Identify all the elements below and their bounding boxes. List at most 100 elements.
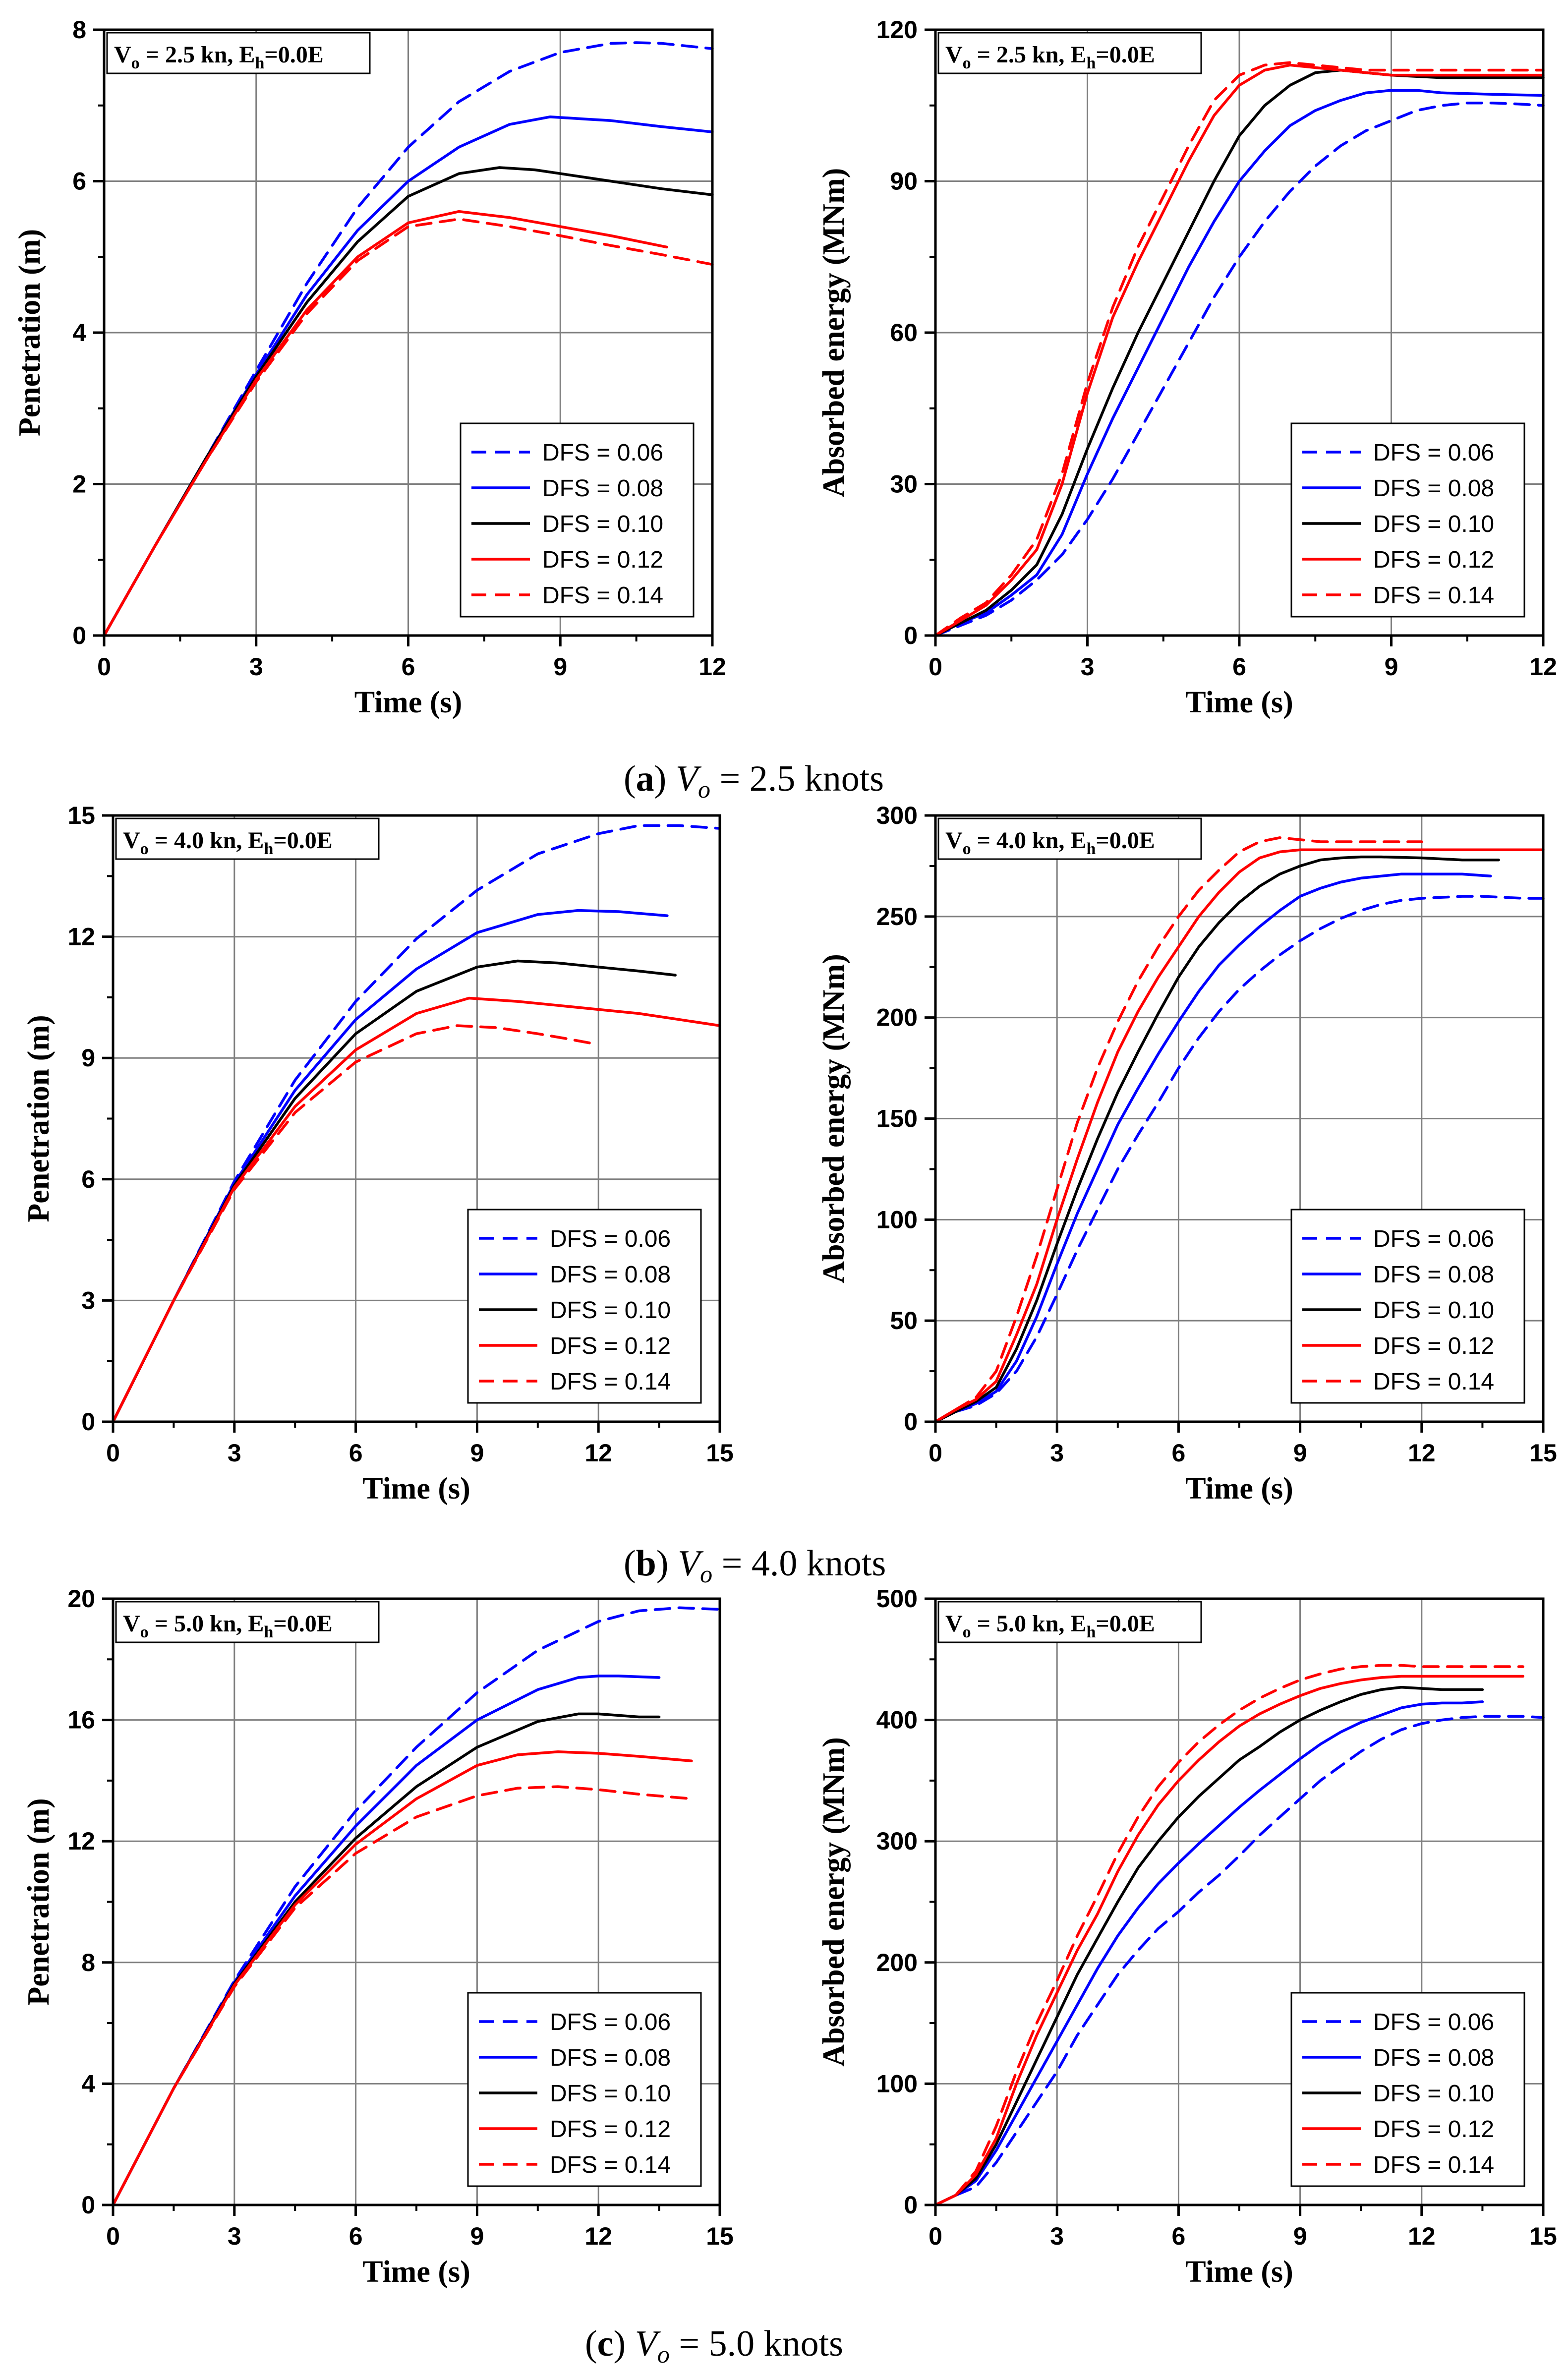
- y-tick-label: 300: [876, 1827, 918, 1855]
- legend-frame: [1290, 1992, 1525, 2187]
- x-tick-label: 6: [1171, 2222, 1185, 2250]
- series-line-1: [112, 1606, 721, 2206]
- x-tick-label: 6: [402, 653, 415, 681]
- x-tick-label: 0: [929, 1439, 942, 1467]
- y-tick-label: 3: [81, 1286, 95, 1314]
- row-caption-a: (a) Vo = 2.5 knots: [624, 758, 884, 803]
- legend-label: DFS = 0.10: [550, 1297, 671, 1324]
- x-tick-label: 0: [97, 653, 111, 681]
- legend-label: DFS = 0.14: [1373, 2152, 1494, 2178]
- legend-label: DFS = 0.14: [1373, 582, 1494, 609]
- chart-title: Vo = 5.0 kn, Eh=0.0E: [123, 1611, 333, 1641]
- legend-frame: [1290, 422, 1525, 618]
- legend: DFS = 0.06 DFS = 0.08 DFS = 0.10 DFS = 0.12…: [1290, 1992, 1525, 2187]
- x-tick-label: 3: [1050, 2222, 1064, 2250]
- tick-marks: [925, 814, 1545, 1433]
- y-tick-label: 4: [81, 2070, 95, 2097]
- title-part: o: [131, 54, 140, 72]
- title-part: o: [963, 840, 971, 858]
- title-box-frame: [115, 1601, 380, 1643]
- x-tick-label: 6: [349, 1439, 363, 1467]
- title-part: V: [945, 1611, 963, 1637]
- y-axis-label: Penetration (m): [13, 229, 47, 436]
- row-caption-b: (b) Vo = 4.0 knots: [624, 1543, 886, 1588]
- legend-label: DFS = 0.08: [1373, 2045, 1494, 2071]
- chart-title: Vo = 4.0 kn, Eh=0.0E: [945, 827, 1155, 858]
- legend-label: DFS = 0.12: [1373, 1333, 1494, 1359]
- series-line-5: [103, 218, 714, 637]
- legend-frame: [467, 1992, 702, 2187]
- series-line-4: [934, 848, 1545, 1423]
- legend-label: DFS = 0.06: [1373, 1226, 1494, 1252]
- title-part: V: [123, 827, 140, 854]
- title-part: = 2.5 kn, E: [140, 42, 255, 68]
- y-tick-label: 9: [81, 1044, 95, 1072]
- x-tick-label: 3: [228, 1439, 241, 1467]
- caption-letter: c: [597, 2323, 614, 2364]
- series-line-1: [934, 101, 1545, 637]
- chart-title-box: Vo = 5.0 kn, Eh=0.0E: [937, 1601, 1202, 1643]
- y-tick-label: 30: [890, 470, 918, 498]
- legend-label: DFS = 0.10: [550, 2081, 671, 2107]
- tick-labels: 0 3 6 9 12 15 0 3 6 9 12 15: [67, 802, 733, 1467]
- title-part: = 5.0 kn, E: [971, 1611, 1087, 1637]
- caption-var: V: [676, 758, 702, 799]
- chart-title: Vo = 2.5 kn, Eh=0.0E: [114, 42, 324, 72]
- x-tick-label: 0: [929, 653, 942, 681]
- tick-marks: [925, 1597, 1545, 2216]
- y-tick-label: 0: [72, 622, 86, 649]
- series-group: [112, 1606, 721, 2206]
- y-tick-label: 50: [890, 1307, 918, 1334]
- legend-label: DFS = 0.08: [1373, 1262, 1494, 1288]
- legend-label: DFS = 0.14: [542, 582, 663, 609]
- y-axis-label: Absorbed energy (MNm): [817, 168, 851, 498]
- title-part: o: [140, 1623, 149, 1641]
- y-tick-label: 0: [904, 2191, 918, 2219]
- caption-paren-open: (: [585, 2323, 597, 2364]
- title-part: h: [264, 840, 273, 858]
- chart-title-box: Vo = 4.0 kn, Eh=0.0E: [115, 817, 380, 860]
- title-part: =0.0E: [1096, 827, 1155, 854]
- y-tick-label: 12: [67, 923, 95, 951]
- x-tick-label: 12: [1408, 2222, 1436, 2250]
- x-tick-label: 12: [1408, 1439, 1436, 1467]
- legend-frame: [467, 1209, 702, 1404]
- legend: DFS = 0.06 DFS = 0.08 DFS = 0.10 DFS = 0.12…: [467, 1209, 702, 1404]
- x-tick-label: 0: [106, 1439, 120, 1467]
- y-tick-label: 0: [904, 622, 918, 649]
- y-tick-label: 200: [876, 1004, 918, 1032]
- title-part: h: [1086, 54, 1096, 72]
- x-tick-label: 9: [1385, 653, 1398, 681]
- title-part: = 4.0 kn, E: [149, 827, 264, 854]
- title-box-frame: [937, 1601, 1202, 1643]
- tick-marks: [925, 28, 1545, 646]
- y-tick-label: 6: [72, 168, 86, 195]
- title-part: = 5.0 kn, E: [149, 1611, 264, 1637]
- title-part: V: [114, 42, 131, 68]
- tick-labels: 0 3 6 9 12 15 0 4 8 12 16 20: [67, 1585, 733, 2250]
- caption-var: V: [635, 2323, 661, 2364]
- legend: DFS = 0.06 DFS = 0.08 DFS = 0.10 DFS = 0.12…: [1290, 1209, 1525, 1404]
- tick-marks: [102, 1597, 721, 2216]
- series-line-3: [934, 1685, 1484, 2206]
- series-line-2: [934, 872, 1492, 1423]
- y-tick-label: 15: [67, 802, 95, 829]
- x-tick-label: 9: [1293, 1439, 1307, 1467]
- y-tick-label: 100: [876, 2070, 918, 2097]
- legend-label: DFS = 0.06: [542, 440, 663, 466]
- y-tick-label: 100: [876, 1206, 918, 1233]
- y-tick-label: 20: [67, 1585, 95, 1613]
- legend-label: DFS = 0.06: [550, 1226, 671, 1252]
- x-tick-label: 12: [584, 2222, 612, 2250]
- legend-label: DFS = 0.12: [1373, 547, 1494, 573]
- y-axis-label: Penetration (m): [22, 1015, 56, 1222]
- series-line-3: [934, 855, 1500, 1423]
- title-part: =0.0E: [1096, 1611, 1155, 1637]
- legend-label: DFS = 0.08: [1373, 475, 1494, 502]
- row-caption-c: (c) Vo = 5.0 knots: [585, 2323, 843, 2368]
- title-part: =0.0E: [1096, 42, 1155, 68]
- y-axis-label: Absorbed energy (MNm): [817, 954, 851, 1283]
- series-line-5: [112, 1024, 596, 1423]
